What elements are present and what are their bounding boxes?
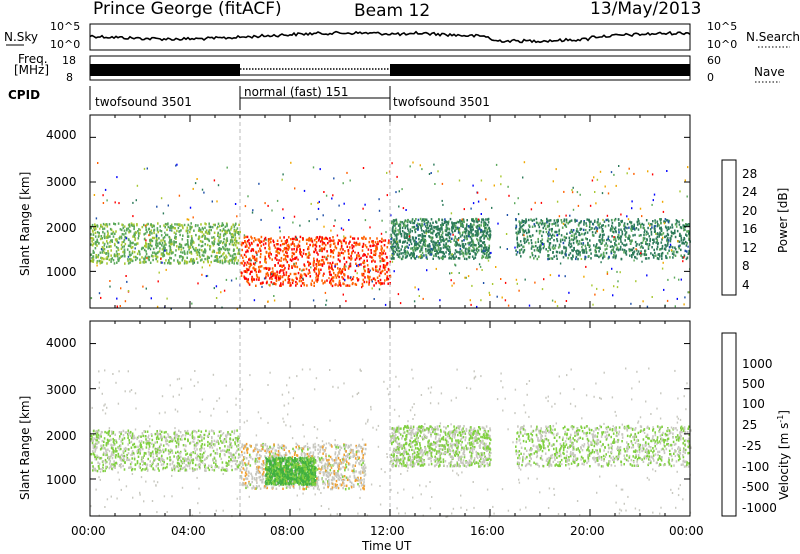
xtick-4: 16:00: [470, 524, 505, 538]
freq-bar-1: [90, 64, 240, 76]
velocity-band-3: [390, 424, 492, 468]
power-cb-tick-24: 24: [742, 185, 758, 199]
velocity-ytick-1000: 1000: [46, 473, 77, 487]
velocity-colorbar-frame: [721, 332, 737, 517]
power-cb-tick-20: 20: [742, 204, 758, 218]
power-cb-tick-4: 4: [742, 278, 750, 292]
nave-tick-bottom: 0: [707, 71, 714, 84]
velocity-ytick-4000: 4000: [46, 336, 77, 350]
date-label: 13/May/2013: [590, 0, 702, 19]
noise-sky-series: [89, 30, 691, 44]
noise-left-tick-top: 10^5: [50, 20, 81, 33]
noise-search-label: N.Search: [746, 30, 800, 44]
power-cb-tick-16: 16: [742, 222, 758, 236]
velocity-cb-tick-1000: 1000: [742, 357, 773, 371]
power-ytick-2000: 2000: [46, 221, 77, 235]
xtick-5: 20:00: [570, 524, 605, 538]
power-sparse-points: [90, 161, 691, 310]
velocity-scatter: [90, 367, 692, 518]
velocity-cb-tick-n25: -25: [742, 439, 762, 453]
xtick-6: 00:00: [669, 524, 704, 538]
power-cb-tick-8: 8: [742, 259, 750, 273]
velocity-ytick-3000: 3000: [46, 383, 77, 397]
xtick-2: 08:00: [270, 524, 305, 538]
cpid-segment-2: normal (fast) 151: [244, 85, 349, 99]
velocity-cb-tick-25: 25: [742, 418, 758, 432]
noise-panel-frame: [89, 23, 691, 51]
power-band-3: [515, 217, 691, 261]
power-ytick-1000: 1000: [46, 265, 77, 279]
power-scatter: [90, 161, 691, 310]
noise-right-tick-top: 10^5: [707, 20, 738, 33]
noise-sky-label: N.Sky: [4, 30, 39, 44]
velocity-cb-tick-100: 100: [742, 397, 765, 411]
cpid-label: CPID: [8, 88, 41, 102]
xtick-3: 12:00: [370, 524, 405, 538]
power-band-0: [90, 222, 241, 265]
cpid-segment-1: twofsound 3501: [95, 95, 192, 109]
noise-left-tick-bottom: 10^0: [50, 38, 81, 51]
velocity-cb-tick-n1000: -1000: [742, 501, 777, 515]
velocity-cb-tick-n100: -100: [742, 460, 770, 474]
nave-label: Nave: [754, 65, 785, 79]
freq-unit-label: [MHz]: [14, 63, 50, 77]
power-colorbar-frame: [721, 159, 737, 296]
nave-tick-top: 60: [707, 54, 721, 67]
beam-label: Beam 12: [354, 1, 431, 21]
xaxis-label: Time UT: [362, 539, 412, 553]
power-ytick-3000: 3000: [46, 175, 77, 189]
noise-right-tick-bottom: 10^0: [707, 38, 738, 51]
power-band-2: [390, 217, 492, 261]
xtick-0: 00:00: [71, 524, 106, 538]
velocity-band-4: [515, 424, 692, 468]
xtick-1: 04:00: [171, 524, 206, 538]
power-ytick-4000: 4000: [46, 128, 77, 142]
power-cb-tick-12: 12: [742, 241, 758, 255]
freq-tick-bottom: 8: [66, 71, 73, 84]
freq-label: Freq.: [18, 52, 48, 66]
freq-tick-top: 18: [62, 54, 76, 67]
chart-title: Prince George (fitACF): [93, 0, 282, 19]
cpid-segment-3: twofsound 3501: [393, 95, 490, 109]
velocity-band-0: [90, 429, 242, 473]
velocity-ytick-2000: 2000: [46, 429, 77, 443]
power-cb-tick-28: 28: [742, 167, 758, 181]
velocity-cb-tick-n500: -500: [742, 480, 770, 494]
velocity-cb-tick-500: 500: [742, 377, 765, 391]
freq-bar-3: [390, 64, 690, 76]
